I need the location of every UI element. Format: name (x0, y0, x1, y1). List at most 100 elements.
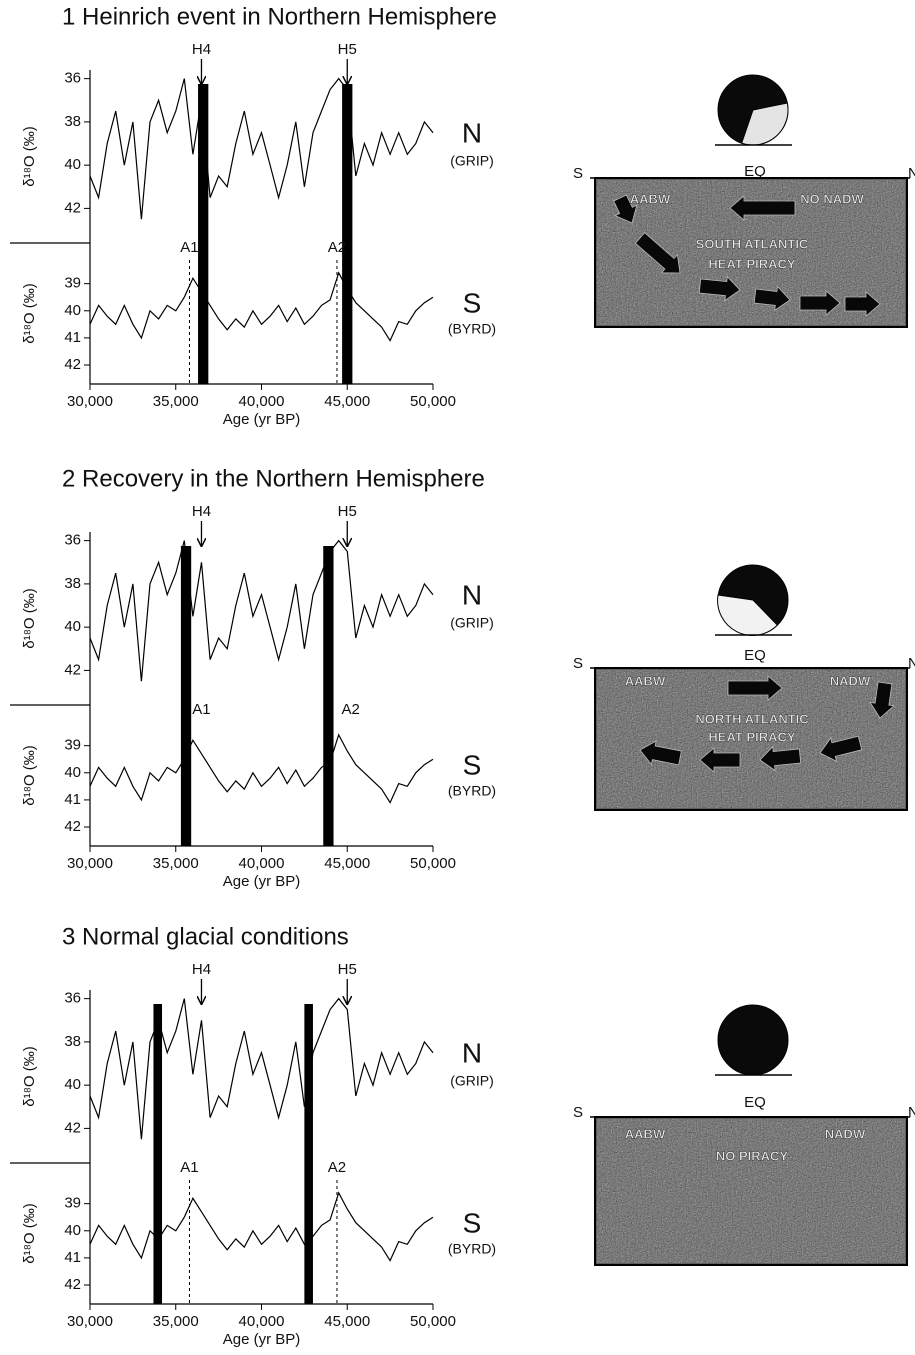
flow-arrow (639, 740, 682, 766)
data-line (89, 539, 434, 682)
data-line (89, 733, 434, 804)
anomaly-label: A2 (328, 239, 346, 256)
panel-title: 3 Normal glacial conditions (62, 923, 349, 950)
equator-label: EQ (744, 647, 766, 664)
south-label: S (573, 1104, 583, 1121)
y-tick-label: 40 (64, 156, 81, 173)
diagram-label: HEAT PIRACY (708, 729, 795, 744)
x-tick-label: 35,000 (153, 393, 199, 410)
data-line (89, 77, 434, 220)
x-tick-label: 35,000 (153, 855, 199, 872)
north-label: N (908, 1104, 915, 1121)
event-bar (153, 1004, 163, 1304)
y-tick-label: 41 (64, 1249, 81, 1266)
x-tick-label: 40,000 (239, 855, 285, 872)
event-label: H5 (338, 41, 357, 58)
event-bar (198, 84, 209, 384)
flow-arrow (729, 195, 796, 221)
x-tick-label: 30,000 (67, 1313, 113, 1330)
ocean-grain (597, 1119, 905, 1263)
y-axis-label: δ¹⁸O (‰) (21, 745, 38, 806)
y-tick-label: 38 (64, 113, 81, 130)
globe (717, 1004, 789, 1076)
flow-arrow (727, 675, 783, 701)
y-tick-label: 42 (64, 199, 81, 216)
y-tick-label: 42 (64, 1276, 81, 1293)
event-label: H5 (338, 961, 357, 978)
event-label: H5 (338, 503, 357, 520)
flow-arrow (753, 285, 791, 312)
y-tick-label: 42 (64, 1119, 81, 1136)
y-tick-label: 36 (64, 70, 81, 87)
y-tick-label: 38 (64, 575, 81, 592)
globe-light (717, 594, 779, 636)
anomaly-label: A2 (328, 1159, 346, 1176)
x-tick-label: 35,000 (153, 1313, 199, 1330)
x-tick-label: 50,000 (410, 855, 456, 872)
north-label: N (908, 655, 915, 672)
x-tick-label: 45,000 (324, 393, 370, 410)
x-axis-label: Age (yr BP) (223, 411, 301, 428)
diagram-label: NO NADW (800, 191, 864, 206)
y-axis-label: δ¹⁸O (‰) (21, 588, 38, 649)
panel-title: 2 Recovery in the Northern Hemisphere (62, 465, 485, 492)
y-tick-label: 36 (64, 532, 81, 549)
panel: 3 Normal glacial conditions 30,000 35,000 4… (10, 923, 915, 1348)
y-tick-label: 42 (64, 661, 81, 678)
y-tick-label: 40 (64, 764, 81, 781)
flow-arrow (759, 745, 802, 772)
panel-title: 1 Heinrich event in Northern Hemisphere (62, 3, 497, 30)
flow-arrow (613, 194, 638, 224)
y-tick-label: 40 (64, 618, 81, 635)
x-tick-label: 45,000 (324, 1313, 370, 1330)
x-tick-label: 50,000 (410, 1313, 456, 1330)
event-label: H4 (192, 961, 211, 978)
y-axis-label: δ¹⁸O (‰) (21, 1046, 38, 1107)
x-tick-label: 40,000 (239, 393, 285, 410)
equator-label: EQ (744, 1094, 766, 1111)
series-site: (GRIP) (450, 153, 494, 169)
event-bar (323, 546, 334, 846)
flow-arrow (869, 681, 895, 719)
panel: 1 Heinrich event in Northern Hemisphere 3… (10, 3, 915, 428)
x-axis-label: Age (yr BP) (223, 1331, 301, 1348)
x-tick-label: 40,000 (239, 1313, 285, 1330)
event-label: H4 (192, 41, 211, 58)
diagram-label: AABW (625, 1126, 666, 1141)
x-tick-label: 30,000 (67, 393, 113, 410)
anomaly-label: A1 (180, 239, 198, 256)
diagram-label: AABW (625, 673, 666, 688)
series-name: N (462, 1037, 482, 1068)
diagram-label: HEAT PIRACY (708, 256, 795, 271)
panel: 2 Recovery in the Northern Hemisphere 30,… (10, 465, 915, 890)
series-name: N (462, 579, 482, 610)
event-label: H4 (192, 503, 211, 520)
flow-arrow (819, 735, 863, 762)
x-tick-label: 45,000 (324, 855, 370, 872)
event-bar (342, 84, 353, 384)
flow-arrow (844, 291, 881, 317)
series-name: N (462, 117, 482, 148)
y-tick-label: 38 (64, 1033, 81, 1050)
y-tick-label: 41 (64, 791, 81, 808)
event-bar (304, 1004, 313, 1304)
diagram-label: NORTH ATLANTIC (695, 711, 809, 726)
event-bar (180, 546, 192, 846)
south-label: S (573, 165, 583, 182)
diagram-label: AABW (630, 191, 671, 206)
equator-label: EQ (744, 163, 766, 180)
series-name: S (463, 749, 482, 780)
y-tick-label: 42 (64, 818, 81, 835)
diagram-label: NADW (825, 1126, 866, 1141)
y-tick-label: 40 (64, 1076, 81, 1093)
series-site: (BYRD) (448, 783, 496, 799)
x-tick-label: 50,000 (410, 393, 456, 410)
y-tick-label: 39 (64, 275, 81, 292)
north-label: N (908, 165, 915, 182)
data-line (89, 1191, 434, 1262)
y-tick-label: 41 (64, 329, 81, 346)
series-site: (GRIP) (450, 1073, 494, 1089)
anomaly-label: A2 (342, 701, 360, 718)
data-line (89, 271, 434, 342)
